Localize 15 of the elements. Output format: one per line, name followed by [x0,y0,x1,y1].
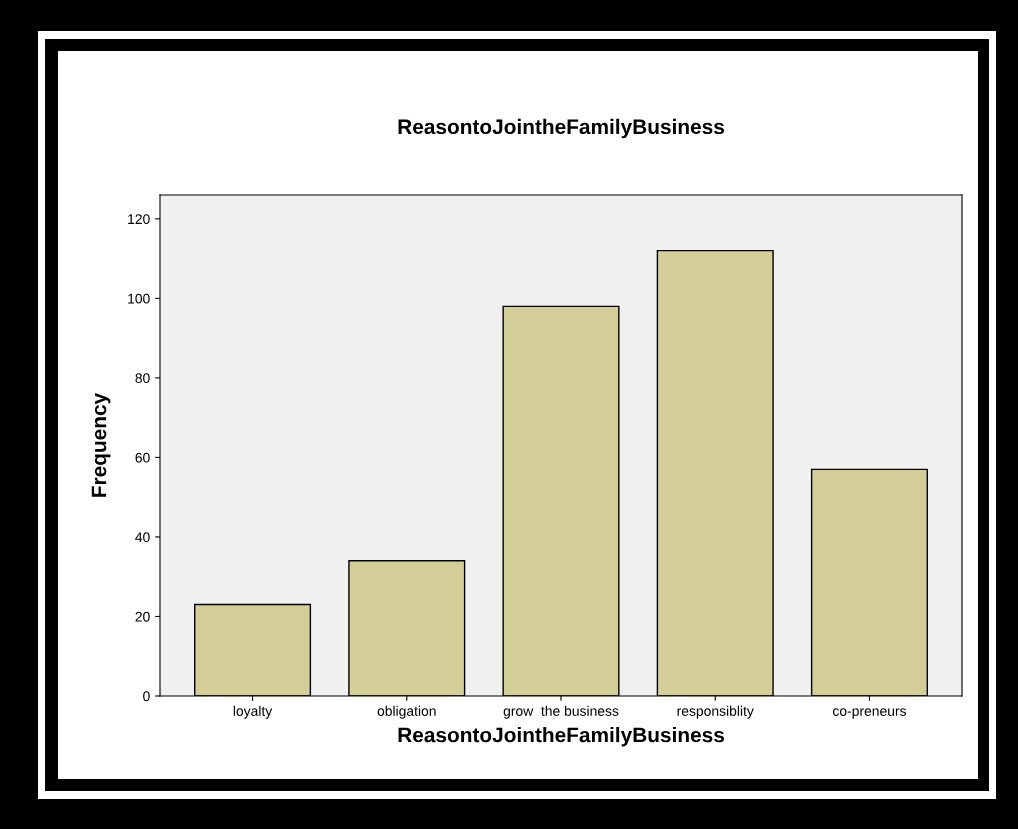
chart-title: ReasontoJointheFamilyBusiness [398,118,724,139]
y-tick-label: 20 [135,611,150,622]
y-tick-label: 80 [135,373,150,384]
x-tick-label: responsiblity [677,705,754,719]
x-axis-title: ReasontoJointheFamilyBusiness [398,727,724,747]
y-axis-title: Frequency [91,392,111,497]
y-tick-label: 120 [128,214,150,225]
y-tick-label: 0 [143,691,150,702]
x-tick-label: obligation [377,705,436,719]
x-tick-label: grow the business [503,705,619,719]
x-tick-label: co-preneurs [833,708,907,719]
y-tick-label: 60 [135,452,150,463]
x-tick-label: loyalty [233,705,273,719]
y-tick-label: 100 [128,293,150,304]
y-tick-label: 40 [135,532,150,543]
